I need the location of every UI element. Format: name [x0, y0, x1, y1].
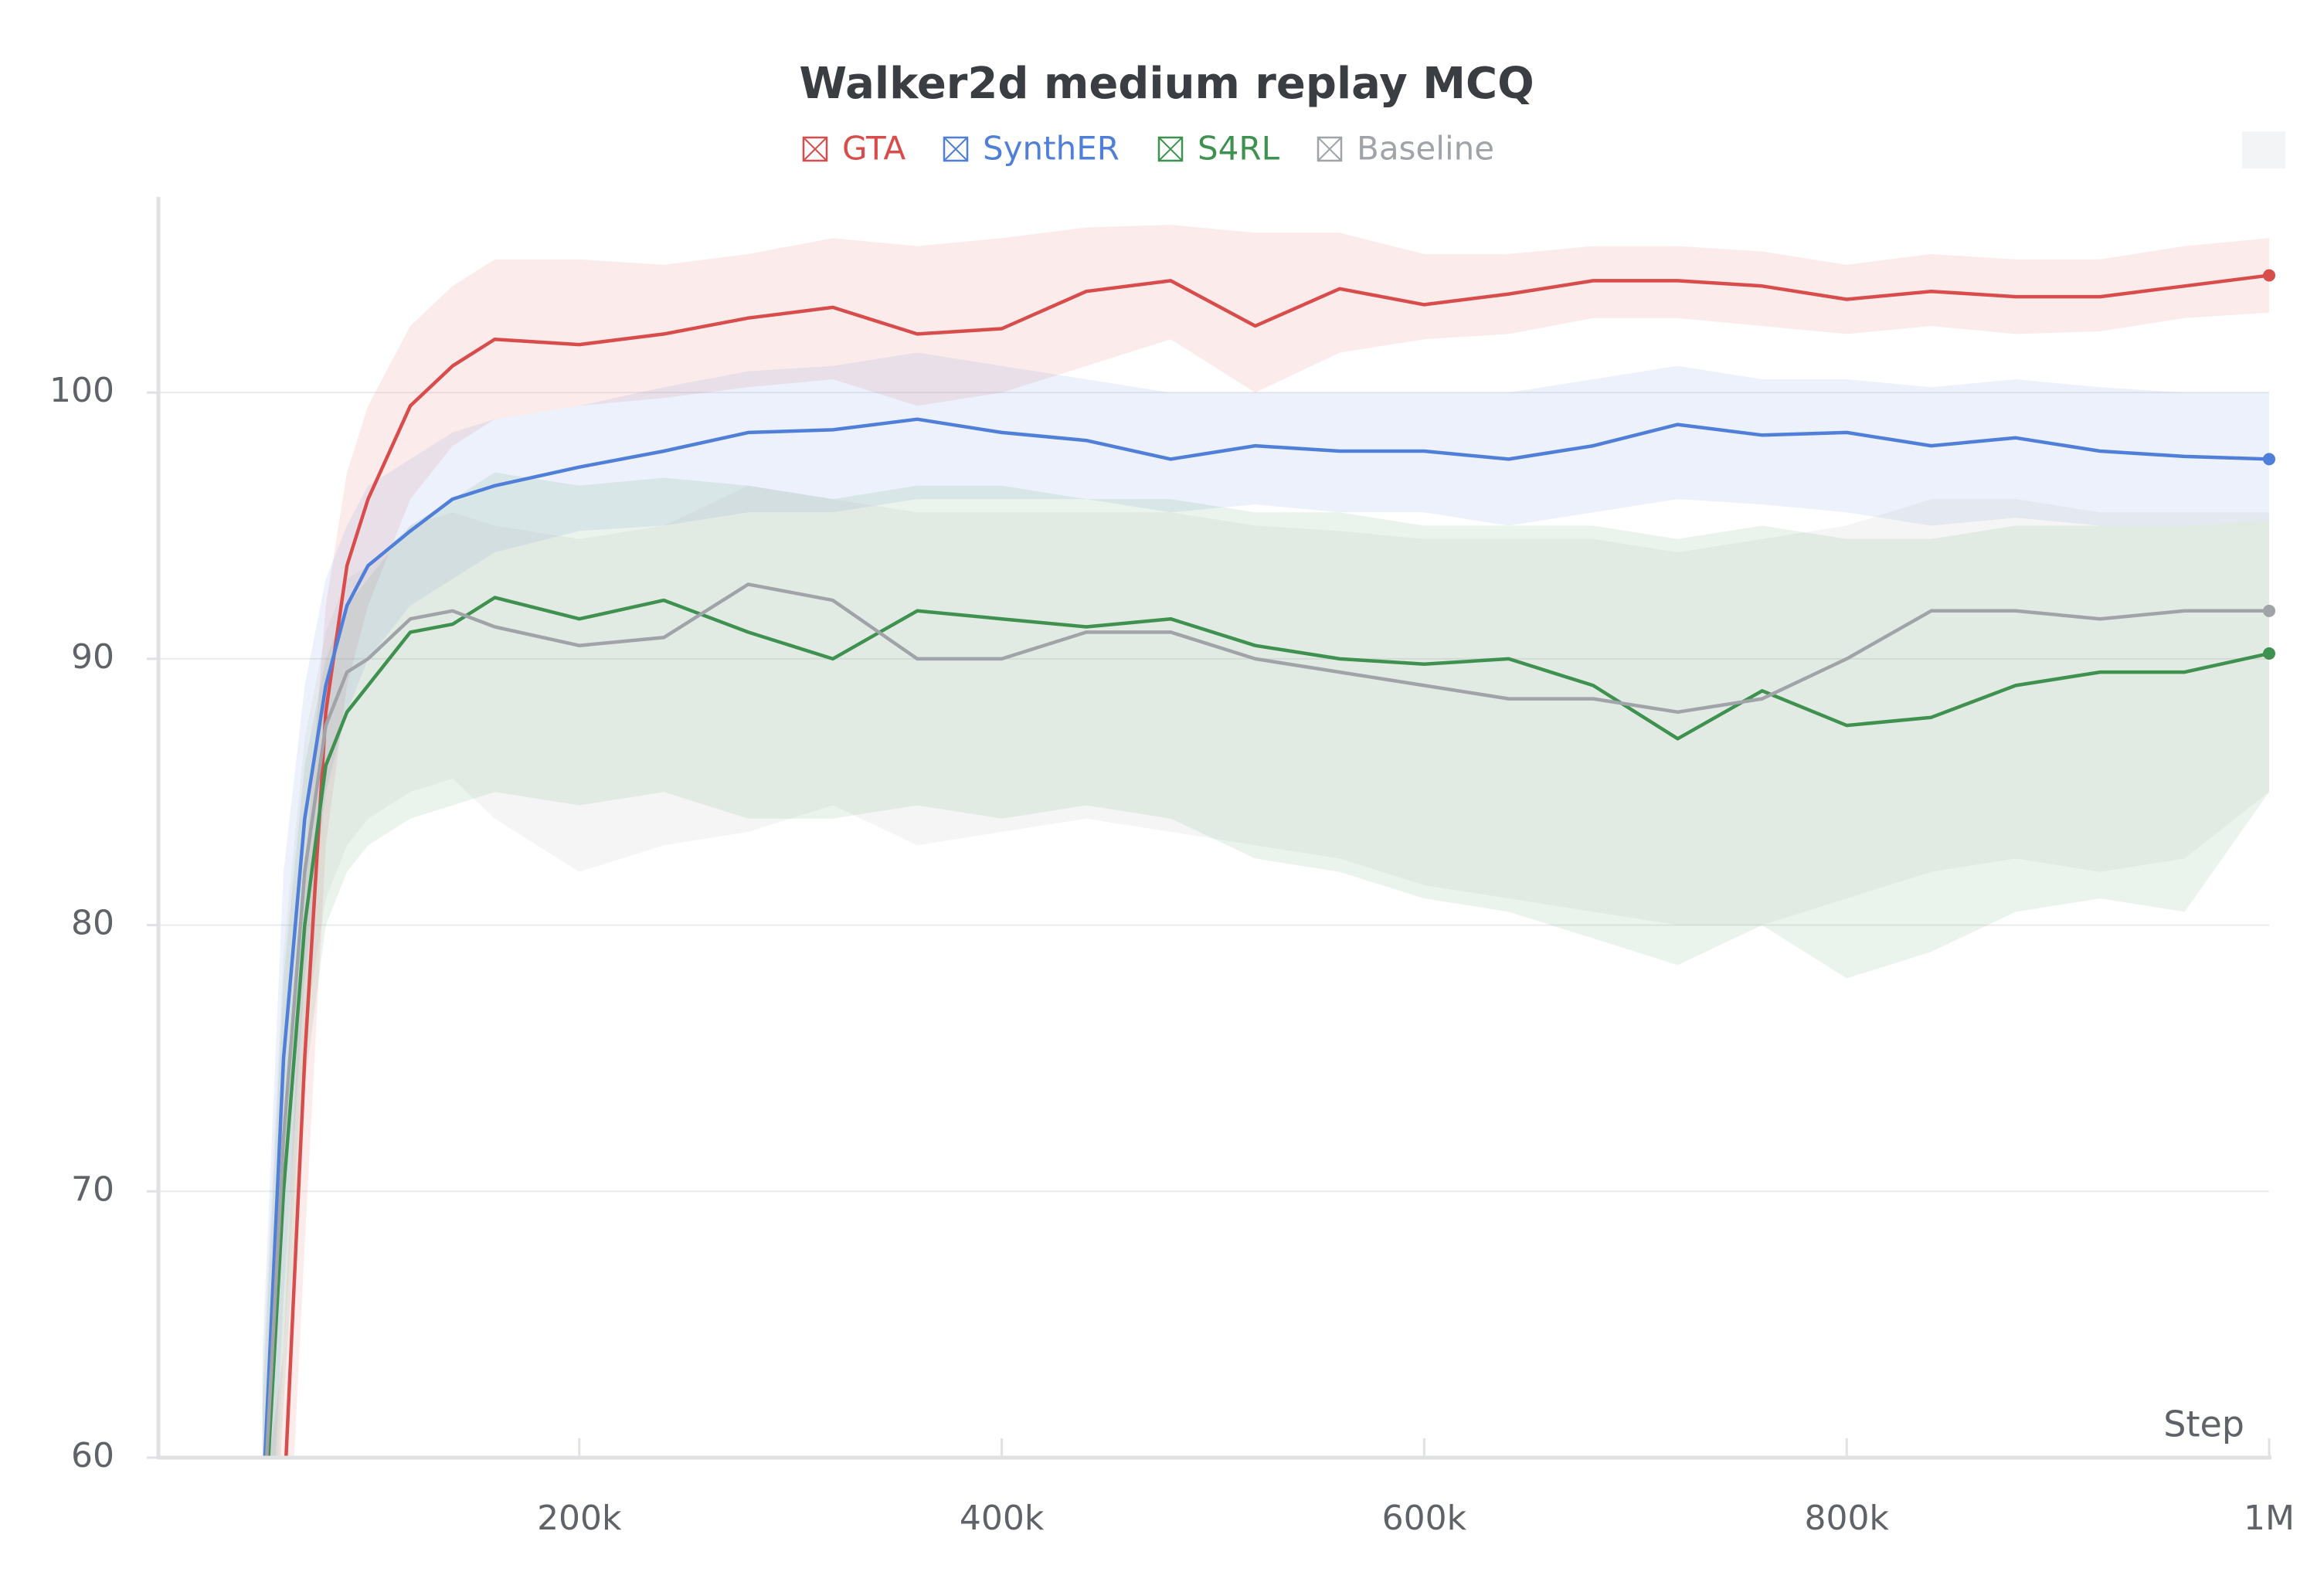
end-point: [2263, 647, 2275, 660]
range-band: [269, 225, 2269, 1458]
range-band: [262, 352, 2269, 1458]
end-point: [2263, 604, 2275, 617]
x-tick-label: 1M: [2244, 1499, 2295, 1538]
y-tick-label: 100: [49, 371, 114, 410]
x-tick-label: 800k: [1804, 1499, 1889, 1538]
range-band: [262, 472, 2269, 1458]
series-line: [284, 273, 2270, 1458]
legend-label: Baseline: [1357, 130, 1494, 168]
legend-icon-cross: [1158, 137, 1183, 161]
panel-button[interactable]: [2242, 131, 2285, 168]
lines: [263, 273, 2270, 1458]
series-line: [264, 582, 2269, 1458]
legend-label: S4RL: [1198, 130, 1280, 168]
series-line: [263, 417, 2270, 1458]
legend-icon-cross: [803, 137, 827, 161]
bands: [262, 225, 2269, 1458]
legend-item[interactable]: SynthER: [943, 130, 1120, 168]
y-tick-label: 60: [71, 1436, 114, 1475]
x-axis-label: Step: [2163, 1404, 2244, 1445]
range-band: [262, 485, 2269, 1458]
legend-item[interactable]: S4RL: [1157, 130, 1280, 168]
grid: 60 70 80 90 100 200k 400k 600k 800k 1M: [49, 371, 2295, 1538]
legend-label: GTA: [842, 130, 905, 168]
x-tick-label: 600k: [1382, 1499, 1467, 1538]
legend-item[interactable]: Baseline: [1317, 130, 1494, 168]
legend-icon: [802, 136, 828, 162]
legend-icon: [1317, 136, 1343, 162]
legend-label: SynthER: [983, 130, 1120, 168]
end-point: [2263, 269, 2275, 282]
legend-icon: [943, 136, 969, 162]
legend-icon-cross: [943, 137, 968, 161]
legend-icon: [1157, 136, 1184, 162]
legend: GTA SynthER S4RL Baseline: [802, 130, 1494, 168]
series-line: [267, 596, 2270, 1458]
x-tick-label: 400k: [960, 1499, 1045, 1538]
y-tick-label: 80: [71, 904, 114, 943]
y-tick-label: 70: [71, 1170, 114, 1209]
x-tick-label: 200k: [537, 1499, 622, 1538]
end-point: [2263, 453, 2275, 466]
y-tick-label: 90: [71, 637, 114, 677]
chart-title: Walker2d medium replay MCQ: [799, 59, 1534, 109]
legend-item[interactable]: GTA: [802, 130, 905, 168]
legend-icon-cross: [1317, 137, 1342, 161]
